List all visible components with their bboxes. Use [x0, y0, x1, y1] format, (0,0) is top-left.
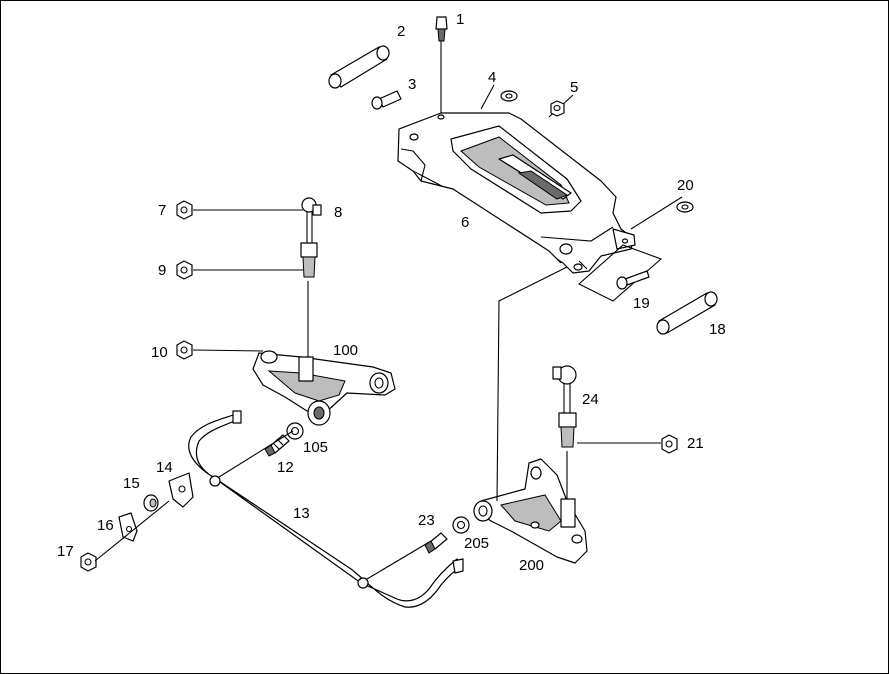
- leader-subframe-link: [496, 266, 568, 502]
- callout-100: 100: [333, 342, 358, 359]
- stabilizer-link-24-part: [552, 365, 577, 448]
- callout-24: 24: [582, 391, 599, 408]
- callout-20: 20: [677, 177, 694, 194]
- nut-21-part: [661, 434, 678, 454]
- callout-105: 105: [303, 439, 328, 456]
- control-arm-100-part: [252, 350, 396, 426]
- callout-15: 15: [123, 475, 140, 492]
- callout-8: 8: [334, 204, 342, 221]
- crossmember-part: [397, 112, 636, 274]
- pin-18-part: [656, 291, 718, 335]
- callout-10: 10: [151, 344, 168, 361]
- washer-20-part: [676, 201, 694, 213]
- nut-7-part: [176, 200, 193, 220]
- nut-9-part: [176, 260, 193, 280]
- callout-12: 12: [277, 459, 294, 476]
- bracket-14-part: [168, 472, 194, 508]
- callout-17: 17: [57, 543, 74, 560]
- washer-4-hole: [505, 93, 513, 99]
- bolt-19-bracket-outline: [578, 244, 663, 302]
- nut-10-part: [176, 340, 193, 360]
- clamp-16-part: [118, 512, 138, 542]
- callout-4: 4: [488, 69, 496, 86]
- callout-13: 13: [293, 505, 310, 522]
- callout-200: 200: [519, 557, 544, 574]
- stabilizer-link-8-part: [300, 197, 322, 278]
- callout-16: 16: [97, 517, 114, 534]
- leader-10: [192, 349, 264, 352]
- bolt-19-part: [616, 270, 650, 290]
- bolt-23-part: [424, 532, 448, 554]
- callout-3: 3: [408, 76, 416, 93]
- callout-18: 18: [709, 321, 726, 338]
- stabilizer-bar-13-part: [188, 410, 464, 608]
- leader-12: [218, 430, 294, 478]
- bushing-205-part: [452, 516, 470, 534]
- bolt-3-part: [371, 90, 402, 110]
- callout-23: 23: [418, 512, 435, 529]
- callout-9: 9: [158, 262, 166, 279]
- callout-205: 205: [464, 535, 489, 552]
- leader-23: [366, 540, 432, 580]
- callout-19: 19: [633, 295, 650, 312]
- bolt-1-part: [435, 16, 448, 42]
- callout-5: 5: [570, 79, 578, 96]
- control-arm-200-part: [473, 458, 588, 564]
- callout-7: 7: [158, 202, 166, 219]
- bushing-15-part: [143, 494, 159, 512]
- callout-21: 21: [687, 435, 704, 452]
- bushing-105-part: [286, 422, 304, 440]
- callout-1: 1: [456, 11, 464, 28]
- callout-2: 2: [397, 23, 405, 40]
- leader-4: [480, 84, 495, 110]
- washer-20-hole: [681, 204, 689, 210]
- callout-6: 6: [461, 214, 469, 231]
- nut-17-part: [80, 552, 97, 572]
- pin-2-part: [328, 45, 390, 89]
- bolt-12-part: [264, 434, 290, 457]
- leader-20: [630, 196, 683, 230]
- washer-4-part: [500, 90, 518, 102]
- leader-17: [94, 500, 170, 562]
- callout-14: 14: [156, 459, 173, 476]
- nut-5-part: [550, 100, 565, 117]
